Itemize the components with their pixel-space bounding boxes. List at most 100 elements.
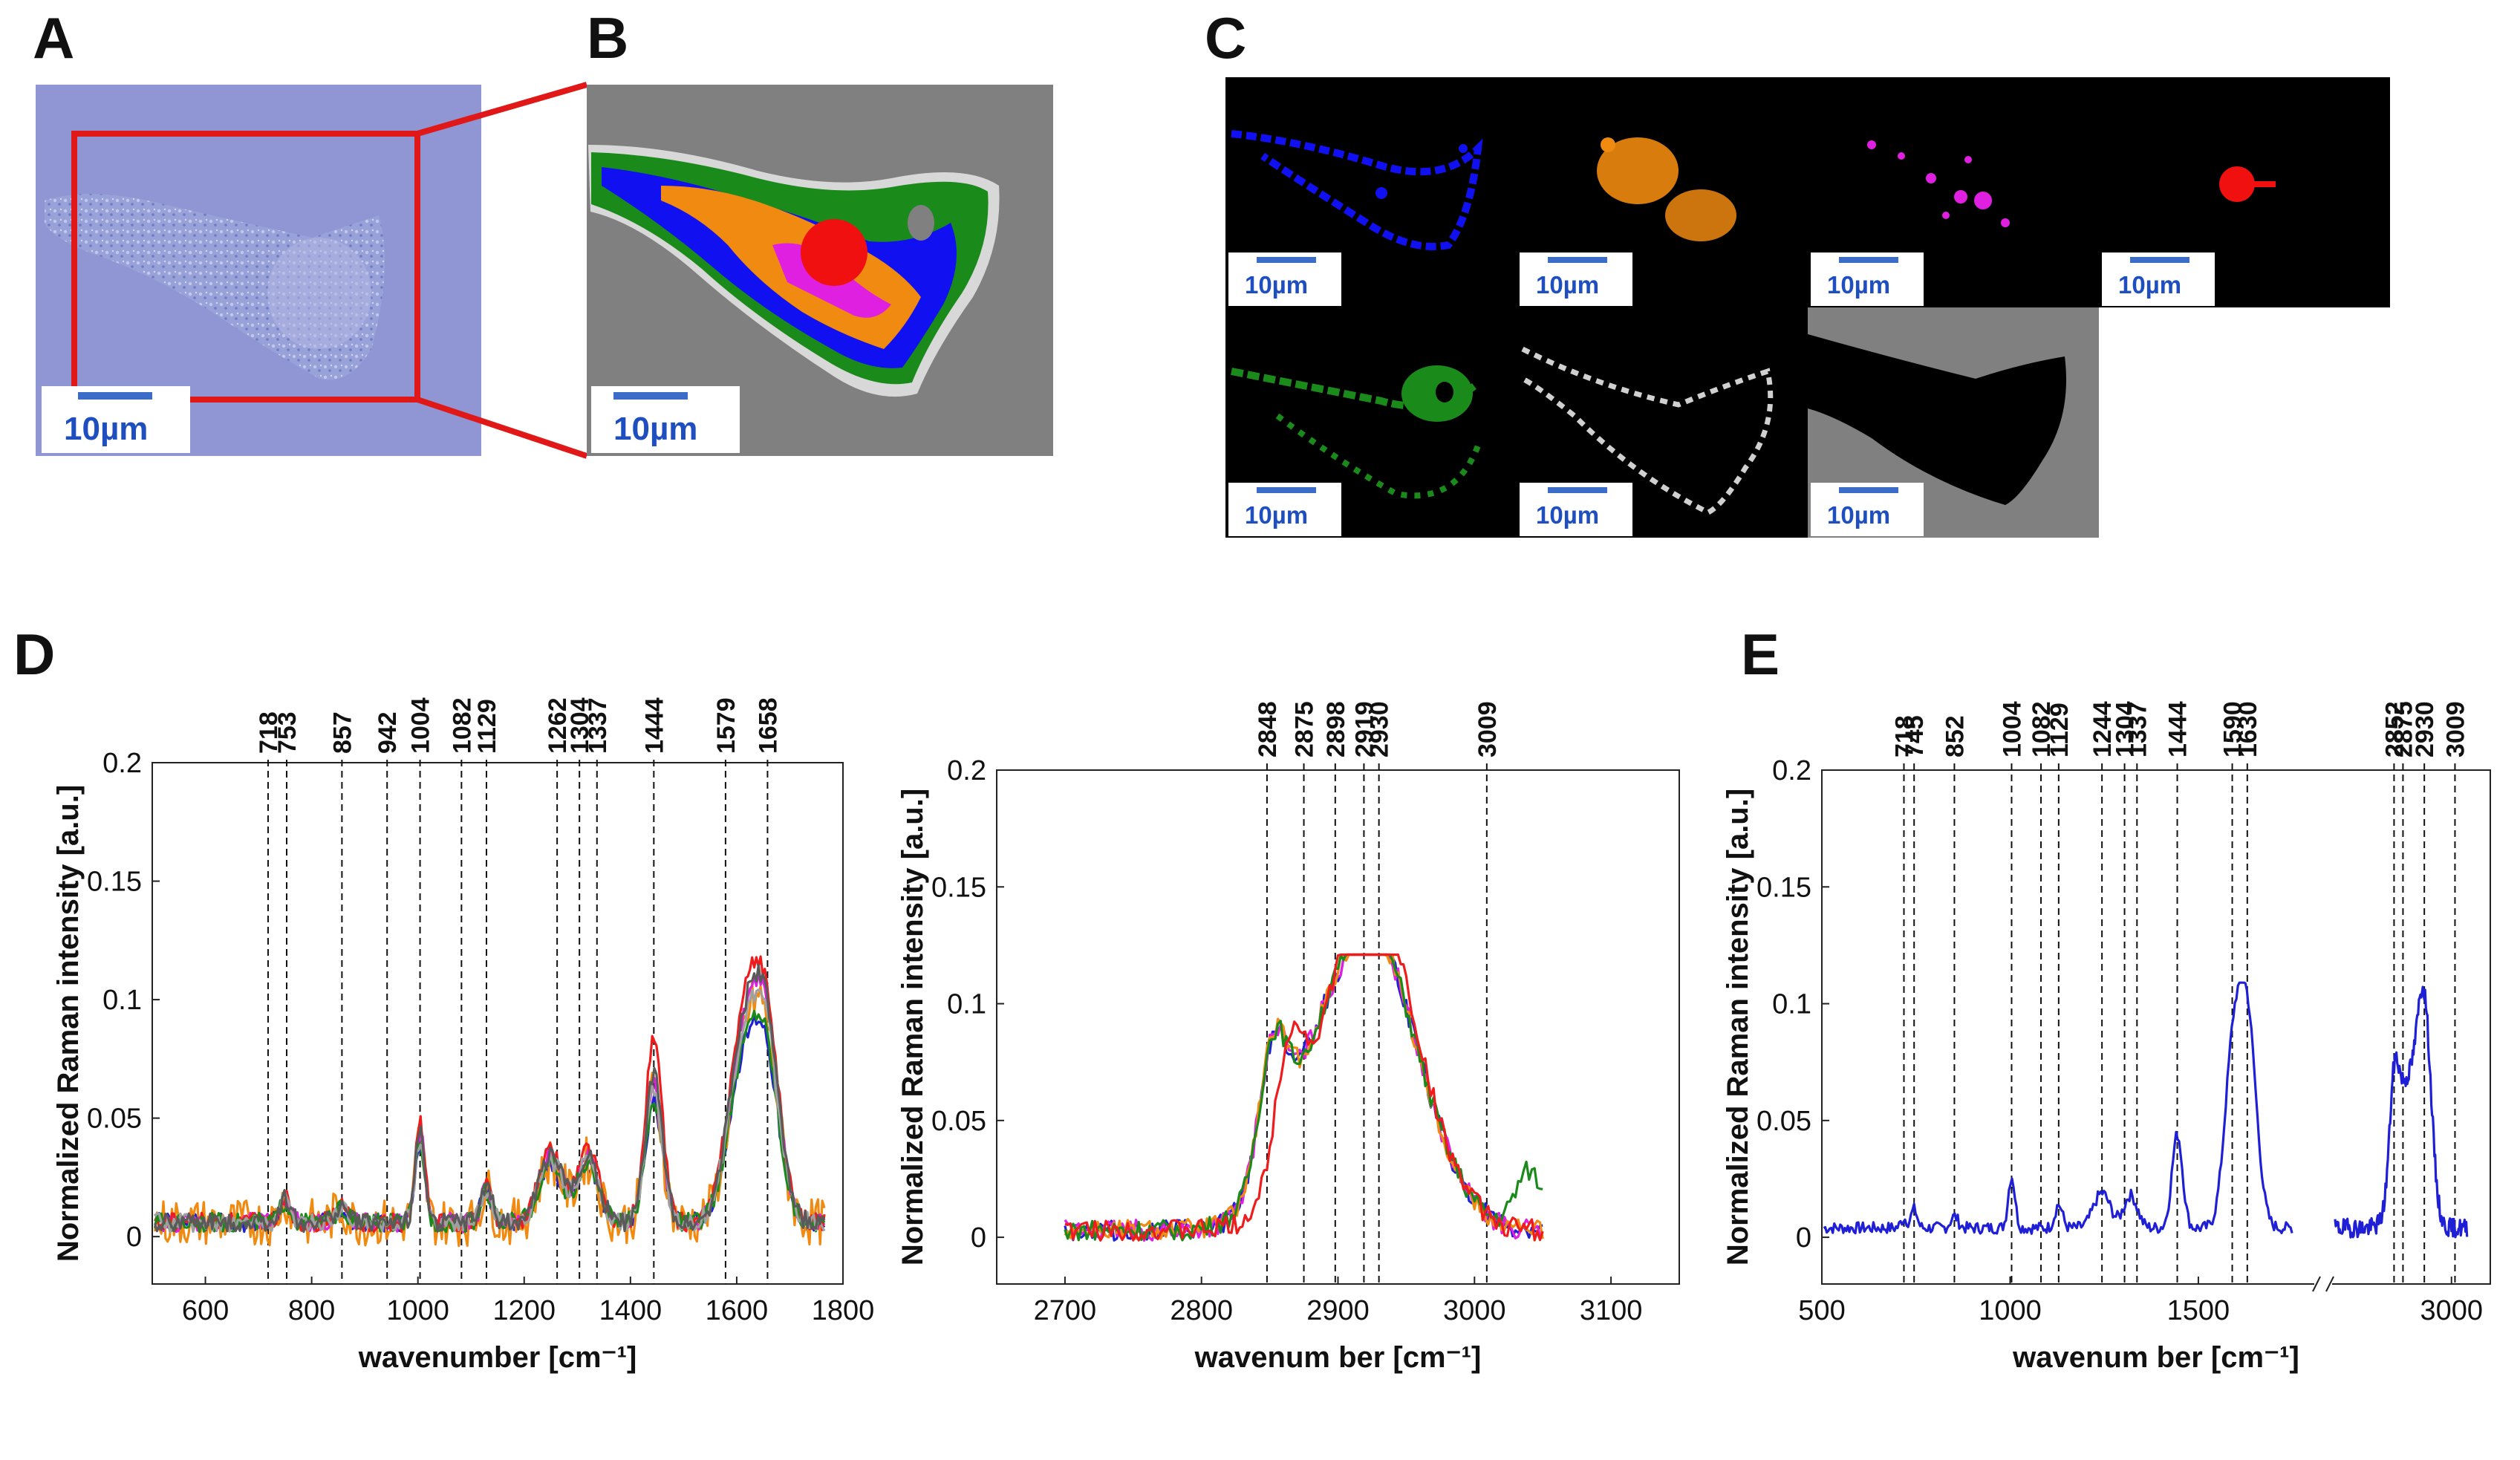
y-tick-label: 0.1 [947,989,986,1020]
x-tick-label: 1000 [1979,1295,2042,1326]
cluster-tile-green: 10µm [1225,307,1517,538]
roi-box [71,131,420,403]
peak-label: 2919 [1350,701,1378,757]
x-tick-label: 2900 [1306,1295,1370,1326]
x-axis-label: wavenum ber [cm⁻¹] [1194,1341,1482,1374]
cluster-tile-red: 10µm [2099,77,2390,307]
cluster-tile-gray: 10µm [1517,307,1808,538]
chart-d-left: 0 0.05 0.1 0.15 0.2 600 800 1000 1200 1400 1600 180… [52,697,874,1374]
cluster-tile-orange: 10µm [1517,77,1808,307]
panel-label-e: E [1741,622,1780,687]
peak-label: 1337 [584,697,612,754]
scalebar-label: 10µm [1245,501,1308,529]
peak-label: 745 [1901,715,1929,757]
cluster-tile-background: 10µm [1808,307,2099,538]
peak-label: 1244 [2088,701,2117,757]
y-tick-label: 0.05 [1756,1106,1811,1137]
peak-label: 1082 [2028,701,2056,757]
cluster-tiles: 10µm 10µm 10µm [1225,77,2390,538]
peak-label: 753 [273,711,302,754]
axis-break-mark [2312,1276,2321,1292]
series-line-orange [1064,953,1544,1240]
series-line-segment-1 [1823,981,2293,1235]
panel-label-d: D [13,622,55,687]
x-tick-label: 3000 [1443,1295,1506,1326]
peak-label: 3009 [1474,701,1502,757]
y-tick-label: 0.2 [947,755,986,786]
peak-label: 1579 [712,697,740,754]
y-tick-label: 0.15 [87,867,142,898]
scalebar-label: 10µm [1827,271,1890,299]
x-axis-label: wavenumber [cm⁻¹] [358,1341,637,1374]
plot-frame [996,769,1680,1285]
peak-label: 857 [328,711,356,754]
peak-label: 1304 [2112,701,2140,757]
y-axis-label: Normalized Raman intensity [a.u.] [52,785,85,1262]
scalebar-a: 10µm [42,386,190,453]
scalebar-label: 10µm [1245,271,1308,299]
peak-label: 718 [1891,715,1919,757]
peak-label: 2852 [2380,701,2409,757]
peak-label: 1129 [473,699,501,754]
x-tick-label: 2800 [1170,1295,1233,1326]
cluster-tile-magenta: 10µm [1808,77,2099,307]
x-tick-label: 1200 [492,1295,556,1326]
cluster-tile-blue: 10µm [1225,77,1517,307]
y-tick-label: 0.15 [931,872,986,903]
scalebar-label: 10µm [64,411,148,447]
scalebar-label: 10µm [1827,501,1890,529]
x-tick-label: 1500 [2167,1295,2230,1326]
panel-label-b: B [587,5,628,71]
peak-label: 1444 [2164,701,2192,757]
peak-label: 852 [1941,715,1969,757]
x-tick-label: 800 [288,1295,335,1326]
peak-label: 1658 [754,697,782,754]
peak-label: 1129 [2045,703,2074,757]
x-tick-label: 3100 [1580,1295,1643,1326]
peak-label: 1262 [544,697,572,754]
y-tick-label: 0.2 [1772,755,1811,786]
peak-label: 942 [374,711,402,754]
panel-label-a: A [33,5,74,71]
scalebar-label: 10µm [1536,271,1599,299]
axis-break-mark [2325,1276,2334,1292]
y-axis-label: Normalized Raman intensity [a.u.] [896,789,929,1265]
x-tick-label: 3000 [2420,1295,2483,1326]
peak-label: 1304 [566,697,594,754]
peak-label: 718 [255,711,283,754]
plot-frame [152,762,844,1285]
peak-label: 1004 [1998,701,2026,757]
scalebar-label: 10µm [1536,501,1599,529]
series-line-red [1064,953,1544,1242]
x-tick-label: 600 [182,1295,229,1326]
y-tick-label: 0.2 [102,748,142,779]
zoom-line-top [416,82,588,137]
x-tick-label: 1400 [599,1295,662,1326]
x-tick-label: 1600 [706,1295,769,1326]
chart-e: 0 0.05 0.1 0.15 0.2 500 1000 1500 3000 wavenum be… [1722,701,2491,1374]
peak-label: 2875 [1291,701,1319,757]
y-tick-label: 0.1 [1772,989,1811,1020]
plot-frame [1821,769,2491,1285]
y-axis-label: Normalized Raman intensity [a.u.] [1722,789,1754,1265]
peak-label: 2875 [2389,701,2418,757]
peak-label: 2898 [1322,701,1350,757]
x-axis-label: wavenum ber [cm⁻¹] [2012,1341,2299,1374]
y-tick-label: 0 [126,1222,142,1253]
series-line-dark-gray [154,963,826,1233]
y-tick-label: 0.05 [87,1104,142,1135]
peak-label: 2930 [2411,701,2439,757]
peak-label: 1337 [2123,701,2152,757]
scalebar-label: 10µm [2118,271,2181,299]
series-line-segment-2 [2334,985,2469,1239]
y-tick-label: 0 [971,1222,986,1254]
scalebar-label: 10µm [613,411,697,447]
y-tick-label: 0.1 [102,985,142,1016]
peak-label: 1082 [448,697,476,754]
y-tick-label: 0 [1796,1222,1811,1254]
x-tick-label: 1800 [812,1295,875,1326]
peak-label: 1590 [2219,701,2247,757]
peak-label: 2930 [1366,701,1394,757]
peak-label: 1444 [640,697,668,754]
